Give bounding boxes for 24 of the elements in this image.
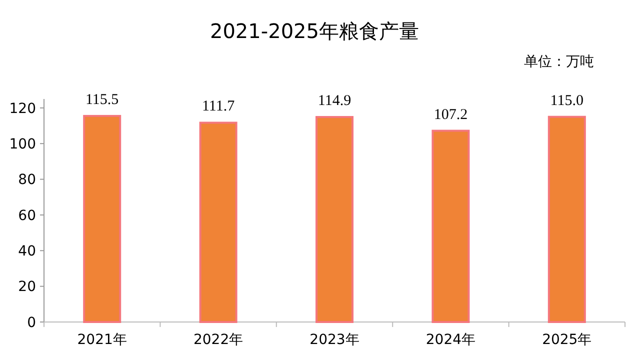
bar — [548, 116, 586, 323]
y-tick-label: 120 — [9, 100, 36, 117]
data-label: 115.0 — [550, 92, 584, 109]
bar — [83, 114, 122, 323]
bar — [316, 116, 354, 323]
data-label: 114.9 — [318, 93, 352, 110]
x-tick-label: 2021年 — [77, 332, 127, 348]
x-tick-label: 2023年 — [310, 332, 360, 348]
data-label: 115.5 — [86, 92, 119, 108]
chart-title: 2021-2025年粮食产量 — [210, 19, 420, 43]
x-tick-label: 2022年 — [193, 332, 244, 348]
y-tick-label: 60 — [18, 208, 36, 224]
y-tick-label: 100 — [9, 136, 36, 152]
y-tick-label: 0 — [27, 314, 36, 331]
x-tick-label: 2025年 — [542, 332, 592, 348]
y-tick-label: 40 — [18, 244, 36, 260]
bar — [199, 122, 238, 323]
data-label: 107.2 — [434, 106, 468, 123]
text: 单位：万吨 — [524, 54, 594, 70]
y-tick-label: 20 — [18, 279, 36, 296]
bar — [432, 130, 470, 323]
y-tick-label: 80 — [18, 172, 36, 188]
data-label: 111.7 — [202, 98, 236, 115]
x-tick-label: 2024年 — [426, 332, 476, 348]
